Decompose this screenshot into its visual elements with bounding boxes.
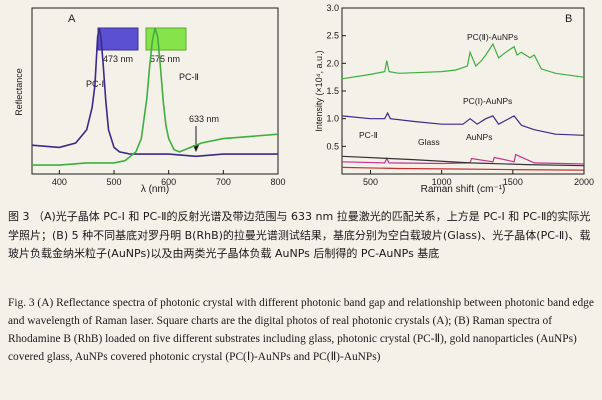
pc1-photo — [97, 27, 139, 51]
panel-b-series-line-5 — [341, 166, 585, 171]
peak1-label: 473 nm — [103, 54, 133, 64]
panel-b-x-label: Raman shift (cm⁻¹) — [421, 184, 506, 195]
panel-b-series-line-2 — [341, 111, 585, 136]
panel-a-x-tick-label: 800 — [270, 177, 285, 187]
panel-b-y-tick-label: 2.5 — [326, 31, 339, 41]
series-label-pc1-aunps: PC(Ⅰ)-AuNPs — [463, 96, 512, 106]
panel-a: A 473 nm 575 nm PC-Ⅰ PC-Ⅱ 633 nm 400 500 6… — [14, 7, 286, 195]
panel-b-y-label: Intensity (×10⁴, a.u.) — [314, 50, 324, 131]
panel-b-y-tick-label: 1.0 — [326, 114, 339, 124]
series-label-glass: Glass — [418, 137, 440, 147]
series-label-pc2: PC-Ⅱ — [359, 130, 378, 140]
panel-b-y-tick-label: 1.5 — [326, 86, 339, 96]
caption-chinese: 图 3 （A)光子晶体 PC-I 和 PC-Ⅱ的反射光谱及带边范围与 633 n… — [8, 210, 591, 260]
panel-b-frame — [341, 7, 585, 175]
panel-a-x-tick-label: 600 — [161, 177, 176, 187]
pc2-label: PC-Ⅱ — [179, 72, 199, 82]
panel-a-x-ticks: 400 500 600 700 800 — [52, 170, 286, 187]
laser-arrow-head — [193, 145, 199, 152]
panel-a-x-tick-label: 500 — [106, 177, 121, 187]
panel-b-x-ticks: 500 1000 1500 2000 — [363, 170, 594, 187]
panel-a-series-line-2 — [32, 27, 279, 166]
panel-b-series-line-4 — [341, 155, 585, 167]
panel-b-y-tick-label: 2.0 — [326, 58, 339, 68]
panel-b-x-tick-label: 500 — [363, 177, 378, 187]
panel-a-series — [31, 27, 279, 166]
panel-a-x-tick-label: 400 — [52, 177, 67, 187]
series-label-aunps: AuNPs — [466, 132, 492, 142]
laser-label: 633 nm — [189, 114, 219, 124]
peak2-label: 575 nm — [150, 54, 180, 64]
panel-b-series — [341, 42, 585, 171]
panel-a-x-label: λ (nm) — [141, 184, 169, 195]
panel-a-series-line-1 — [31, 27, 278, 158]
panel-b-y-tick-label: 3.0 — [326, 3, 339, 13]
panel-b: B 500 1000 1500 2000 0.5 1.0 1.5 2.0 2.5 3.0 PC(… — [314, 3, 594, 195]
panel-b-x-tick-label: 2000 — [574, 177, 594, 187]
caption-english: Fig. 3 (A) Reflectance spectra of photon… — [8, 297, 594, 363]
panel-a-letter: A — [68, 13, 76, 25]
panel-b-letter: B — [565, 13, 572, 25]
panel-a-frame — [31, 7, 279, 175]
panel-b-y-ticks: 0.5 1.0 1.5 2.0 2.5 3.0 — [326, 3, 346, 151]
panel-b-x-tick-label: 1000 — [432, 177, 452, 187]
panel-a-y-label: Reflectance — [14, 68, 24, 116]
figure: A 473 nm 575 nm PC-Ⅰ PC-Ⅱ 633 nm 400 500 6… — [14, 3, 594, 195]
series-label-pc2-aunps: PC(Ⅱ)-AuNPs — [467, 32, 518, 42]
panel-b-series-line-1 — [341, 42, 585, 80]
panel-b-x-tick-label: 1500 — [503, 177, 523, 187]
panel-b-y-tick-label: 0.5 — [326, 141, 339, 151]
panel-a-x-tick-label: 700 — [216, 177, 231, 187]
